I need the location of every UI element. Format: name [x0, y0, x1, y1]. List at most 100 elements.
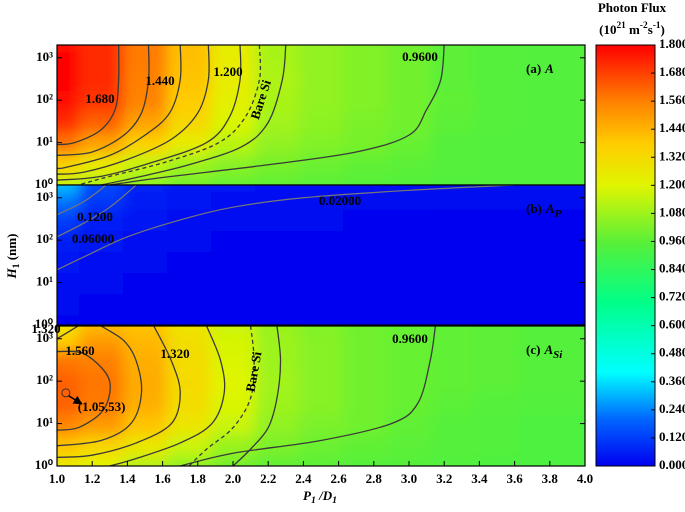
field-cell: [387, 272, 432, 295]
colorbar-tick-label: 0.1200: [659, 429, 685, 444]
field-cell: [475, 45, 520, 53]
field-cell: [123, 191, 168, 210]
y-tick-label: 10²: [36, 91, 53, 106]
x-tick-label: 3.8: [542, 471, 559, 486]
contour-line: [57, 45, 182, 170]
field-cell: [475, 230, 520, 253]
y-tick-label: 10⁰: [35, 457, 54, 472]
field-cell: [79, 111, 124, 134]
contour-label: 0.9600: [392, 331, 428, 346]
field-cell: [57, 90, 80, 113]
field-cell: [387, 251, 432, 274]
panel: [57, 45, 585, 185]
label-text: ): [661, 22, 665, 37]
field-cell: [123, 371, 168, 394]
field-cell: [387, 293, 432, 316]
field-cell: [431, 132, 476, 155]
field-cell: [255, 272, 300, 295]
field-cell: [255, 132, 300, 155]
field-cell: [79, 51, 124, 70]
field-cell: [79, 413, 124, 436]
field-cell: [123, 392, 168, 415]
field-cell: [563, 293, 585, 316]
field-cell: [79, 332, 124, 351]
field-cell: [519, 174, 564, 185]
field-cell: [387, 230, 432, 253]
colorbar-unit: (1021​ m-2​s-1​): [599, 21, 665, 37]
panel-symbol: A: [543, 342, 553, 357]
field-cell: [343, 191, 388, 210]
field-cell: [167, 191, 212, 210]
field-cell: [299, 349, 344, 373]
field-cell: [299, 153, 344, 176]
field-cell: [431, 230, 476, 253]
field-cell: [299, 51, 344, 70]
field-cell: [431, 371, 476, 394]
panel: [57, 326, 585, 466]
x-tick-label: 1.8: [190, 471, 207, 486]
field-cell: [343, 68, 388, 92]
field-cell: [255, 111, 300, 134]
y-tick-label: 10¹: [36, 274, 53, 289]
field-cell: [563, 392, 585, 415]
field-cell: [211, 314, 256, 325]
field-cell: [299, 185, 344, 193]
field-cell: [211, 326, 256, 334]
field-cell: [475, 371, 520, 394]
colorbar-tick-label: 1.800: [659, 36, 685, 51]
field-cell: [519, 314, 564, 325]
contour-line: [57, 185, 515, 271]
panel-label: (c) ASi: [526, 342, 563, 361]
field-cell: [79, 68, 124, 92]
contour-line: [57, 326, 143, 447]
y-tick-label: 10³: [36, 330, 53, 345]
field-cell: [79, 174, 124, 185]
contour-line: [109, 45, 445, 185]
field-cell: [79, 251, 124, 274]
x-tick-label: 3.2: [436, 471, 452, 486]
x-tick-label: 1.6: [154, 471, 171, 486]
field-cell: [475, 111, 520, 134]
field-cell: [431, 251, 476, 274]
field-cell: [343, 455, 388, 466]
field-cell: [343, 332, 388, 351]
field-cell: [211, 293, 256, 316]
field-cell: [475, 208, 520, 232]
field-cell: [255, 349, 300, 373]
x-tick-label: 3.6: [506, 471, 523, 486]
field-cell: [255, 434, 300, 457]
y-tick-label: 10⁰: [35, 316, 54, 331]
field-cell: [563, 251, 585, 274]
field-cell: [431, 208, 476, 232]
field-cell: [123, 208, 168, 232]
field-cell: [57, 191, 80, 210]
contour-label: 1.440: [145, 73, 174, 88]
field-cell: [57, 293, 80, 316]
field-cell: [299, 251, 344, 274]
field-cell: [211, 371, 256, 394]
field-cell: [167, 174, 212, 185]
y-tick-label: 10⁰: [35, 176, 54, 191]
field-cell: [57, 208, 80, 232]
field-cell: [57, 349, 80, 373]
x-tick-label: 2.8: [366, 471, 383, 486]
field-cell: [519, 111, 564, 134]
label-text: (10: [599, 22, 616, 37]
field-cell: [431, 174, 476, 185]
field-cell: [167, 251, 212, 274]
field-cell: [255, 230, 300, 253]
field-cell: [343, 174, 388, 185]
field-cell: [211, 153, 256, 176]
field-cell: [79, 434, 124, 457]
field-cell: [475, 326, 520, 334]
panel-label: (b) AP: [526, 201, 562, 220]
field-cell: [431, 326, 476, 334]
contour-label: 1.320: [31, 321, 60, 336]
field-cell: [563, 332, 585, 351]
contour-line: [57, 45, 242, 181]
field-cell: [57, 51, 80, 70]
panel-sub: Si: [553, 349, 563, 361]
field-cell: [519, 90, 564, 113]
field-cell: [57, 455, 80, 466]
field-cell: [167, 208, 212, 232]
